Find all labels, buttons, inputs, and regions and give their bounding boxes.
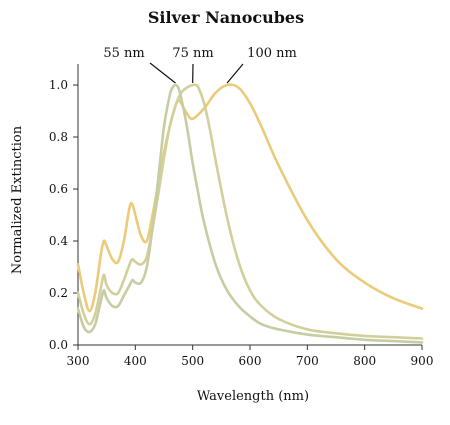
x-tick-label: 900 bbox=[411, 354, 434, 368]
series-line-100-nm bbox=[78, 85, 422, 312]
annotation-leader-55-nm bbox=[150, 63, 175, 83]
annotation-label-55-nm: 55 nm bbox=[103, 46, 144, 61]
y-axis-title: Normalized Extinction bbox=[10, 125, 25, 274]
y-tick-label: 0.6 bbox=[49, 182, 68, 196]
x-tick-label: 400 bbox=[124, 354, 147, 368]
annotation-label-75-nm: 75 nm bbox=[172, 46, 213, 61]
axes: 300 400 500 600 700 800 900 0.0 0.2 0.4 0.6 0.8 1.0 bbox=[49, 64, 434, 368]
y-tick-label: 0.2 bbox=[49, 286, 68, 300]
x-axis-title: Wavelength (nm) bbox=[197, 389, 309, 404]
y-tick-label: 0.4 bbox=[49, 234, 68, 248]
x-tick-label: 700 bbox=[296, 354, 319, 368]
annotation-label-100-nm: 100 nm bbox=[247, 46, 297, 61]
x-tick-label: 300 bbox=[67, 354, 90, 368]
annotations: 55 nm 75 nm 100 nm bbox=[103, 46, 297, 83]
x-tick-label: 600 bbox=[239, 354, 262, 368]
y-tick-label: 0.0 bbox=[49, 338, 68, 352]
annotation-leader-100-nm bbox=[227, 64, 243, 83]
series-group bbox=[78, 85, 422, 343]
chart-title: Silver Nanocubes bbox=[148, 8, 304, 27]
y-tick-label: 1.0 bbox=[49, 78, 68, 92]
x-tick-label: 500 bbox=[181, 354, 204, 368]
x-tick-label: 800 bbox=[353, 354, 376, 368]
y-tick-label: 0.8 bbox=[49, 130, 68, 144]
